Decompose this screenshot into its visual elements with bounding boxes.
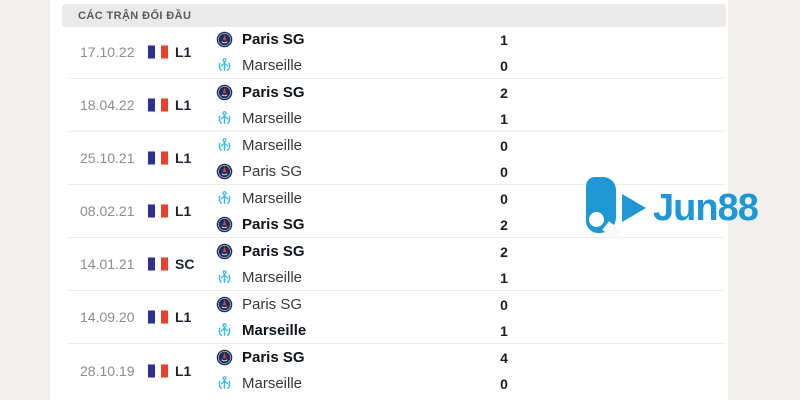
team-name: Paris SG [242, 296, 303, 313]
team-score: 1 [500, 322, 508, 339]
france-flag-icon [148, 257, 169, 271]
team-score: 0 [500, 163, 508, 180]
france-flag-icon [148, 364, 169, 377]
match-row[interactable]: 25.10.21 L1 Marseille 0 Paris SG 0 [68, 132, 726, 185]
psg-crest-icon [216, 216, 233, 233]
match-row[interactable]: 14.01.21 SC Paris SG 2 Marseille 1 [68, 238, 726, 291]
team-name: Paris SG [242, 216, 305, 233]
psg-crest-icon [216, 243, 233, 260]
om-crest-icon [218, 191, 231, 205]
section-title: CÁC TRẬN ĐỐI ĐẦU [78, 9, 192, 22]
team-score: 0 [500, 57, 508, 74]
team-score: 4 [500, 349, 508, 366]
team-name: Marseille [242, 322, 307, 339]
league-label: L1 [175, 309, 192, 325]
om-crest-icon [218, 138, 231, 152]
om-crest-icon [218, 270, 231, 284]
france-flag-icon [148, 45, 169, 59]
team-line: Marseille 0 [216, 133, 726, 158]
team-name: Paris SG [242, 84, 305, 101]
team-name: Paris SG [242, 349, 305, 366]
team-score: 2 [500, 243, 508, 260]
france-flag-icon [148, 310, 169, 324]
match-date: 08.02.21 [80, 203, 135, 219]
team-line: Paris SG 1 [216, 27, 726, 52]
jun88-j-icon [586, 177, 616, 233]
league-label: L1 [175, 150, 192, 166]
team-name: Marseille [242, 110, 303, 127]
match-row[interactable]: 17.10.22 L1 Paris SG 1 Marseille 0 [68, 26, 726, 79]
match-date: 14.01.21 [80, 256, 135, 272]
team-score: 2 [500, 84, 508, 101]
team-name: Marseille [242, 137, 303, 154]
team-line: Marseille 0 [216, 53, 726, 78]
team-name: Paris SG [242, 243, 305, 260]
team-line: Paris SG 0 [216, 292, 726, 317]
league-label: SC [175, 256, 195, 272]
psg-crest-icon [216, 349, 233, 366]
match-row[interactable]: 08.02.21 L1 Marseille 0 Paris SG 2 [68, 185, 726, 238]
match-row[interactable]: 18.04.22 L1 Paris SG 2 Marseille 1 [68, 79, 726, 132]
france-flag-icon [148, 98, 169, 112]
team-name: Paris SG [242, 163, 303, 180]
team-score: 0 [500, 137, 508, 154]
jun88-logo-text: Jun88 [653, 187, 759, 229]
team-line: Marseille 1 [216, 106, 726, 131]
om-crest-icon [218, 376, 231, 390]
france-flag-icon [148, 204, 169, 218]
psg-crest-icon [216, 31, 233, 48]
team-name: Marseille [242, 269, 303, 286]
team-line: Paris SG 4 [216, 345, 726, 370]
jun88-logo[interactable]: Jun88 [586, 177, 759, 233]
match-date: 25.10.21 [80, 150, 135, 166]
match-date: 17.10.22 [80, 44, 135, 60]
match-date: 18.04.22 [80, 97, 135, 113]
match-date: 28.10.19 [80, 362, 135, 379]
league-label: L1 [175, 44, 192, 60]
league-label: L1 [175, 362, 192, 379]
team-line: Paris SG 2 [216, 239, 726, 264]
team-name: Paris SG [242, 31, 305, 48]
match-list: 17.10.22 L1 Paris SG 1 Marseille 0 [68, 26, 726, 397]
team-score: 0 [500, 190, 508, 207]
om-crest-icon [218, 323, 231, 337]
match-date: 14.09.20 [80, 309, 135, 325]
league-label: L1 [175, 97, 192, 113]
jun88-play-icon [622, 194, 646, 222]
team-name: Marseille [242, 190, 303, 207]
team-score: 1 [500, 110, 508, 127]
team-line: Paris SG 2 [216, 80, 726, 105]
team-line: Paris SG 2 [216, 212, 726, 237]
om-crest-icon [218, 58, 231, 72]
psg-crest-icon [216, 296, 233, 313]
section-header: CÁC TRẬN ĐỐI ĐẦU [62, 4, 726, 27]
team-score: 0 [500, 296, 508, 313]
league-label: L1 [175, 203, 192, 219]
team-line: Paris SG 0 [216, 159, 726, 184]
psg-crest-icon [216, 163, 233, 180]
match-row[interactable]: 28.10.19 L1 Paris SG 4 Marseille 0 [68, 344, 726, 397]
match-row[interactable]: 14.09.20 L1 Paris SG 0 Marseille 1 [68, 291, 726, 344]
team-score: 0 [500, 375, 508, 392]
team-line: Marseille 1 [216, 265, 726, 290]
team-score: 1 [500, 269, 508, 286]
team-name: Marseille [242, 57, 303, 74]
team-score: 1 [500, 31, 508, 48]
france-flag-icon [148, 151, 169, 165]
psg-crest-icon [216, 84, 233, 101]
team-line: Marseille 0 [216, 371, 726, 396]
team-line: Marseille 1 [216, 318, 726, 343]
team-score: 2 [500, 216, 508, 233]
team-name: Marseille [242, 375, 303, 392]
om-crest-icon [218, 111, 231, 125]
team-line: Marseille 0 [216, 186, 726, 211]
